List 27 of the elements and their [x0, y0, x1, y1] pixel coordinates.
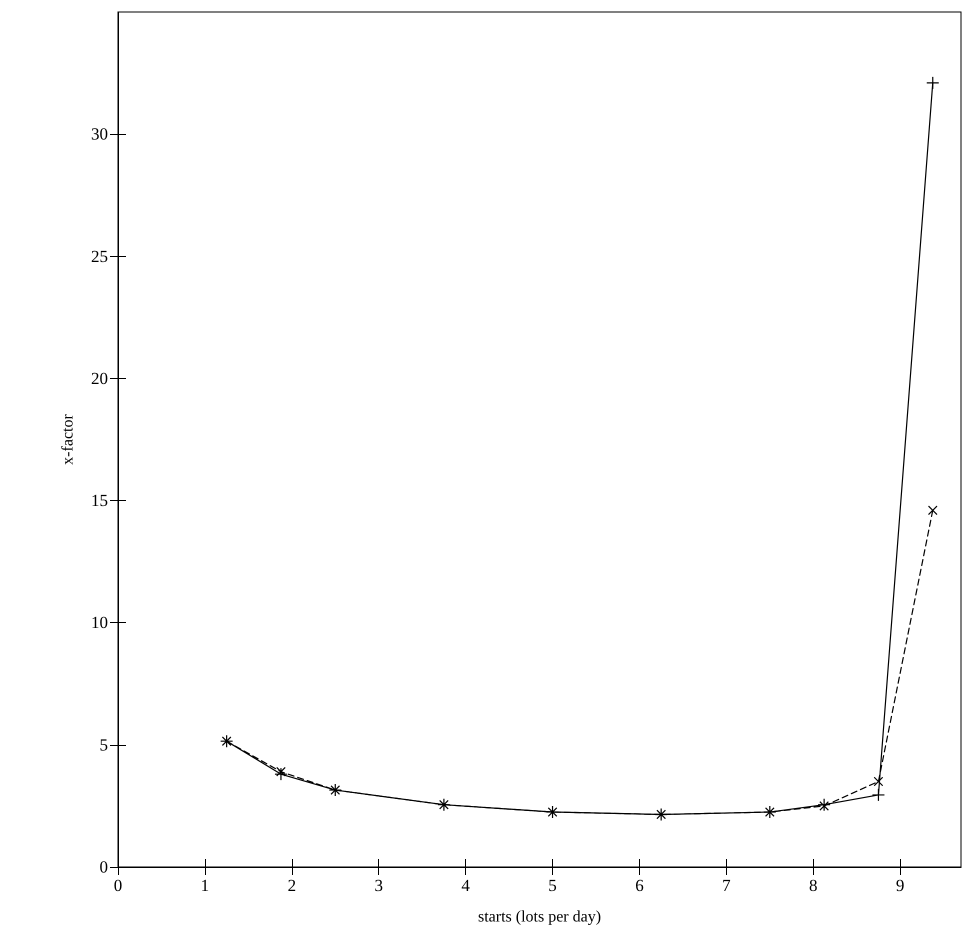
y-tick-label: 25: [91, 246, 108, 266]
x-tick-label: 8: [809, 876, 818, 895]
point: [872, 788, 886, 802]
x-tick-label: 6: [635, 876, 644, 895]
point: [276, 766, 286, 777]
y-tick-label: 20: [91, 368, 108, 388]
x-tick-label: 5: [548, 876, 557, 895]
x-tick-label: 2: [288, 876, 296, 895]
y-tick-label: 0: [100, 858, 108, 876]
point: [928, 506, 938, 516]
x-tick-label: 7: [722, 876, 732, 895]
point: [819, 801, 829, 811]
point: [274, 768, 288, 781]
x-tick-label: 0: [114, 876, 122, 895]
y-tick-label: 5: [100, 735, 108, 754]
x-tick-label: 9: [896, 876, 904, 895]
point: [926, 76, 940, 90]
y-tick-label: 10: [91, 613, 108, 632]
y-tick-label: 15: [91, 491, 108, 510]
x-axis-title: starts (lots per day): [478, 908, 602, 926]
y-tick-label: 30: [91, 124, 108, 144]
x-tick-label: 1: [200, 876, 210, 895]
x-tick-label: 4: [461, 876, 470, 895]
y-axis-title: x-factor: [60, 414, 76, 465]
x-tick-label: 3: [374, 876, 383, 895]
point: [818, 798, 831, 812]
point: [874, 776, 884, 786]
